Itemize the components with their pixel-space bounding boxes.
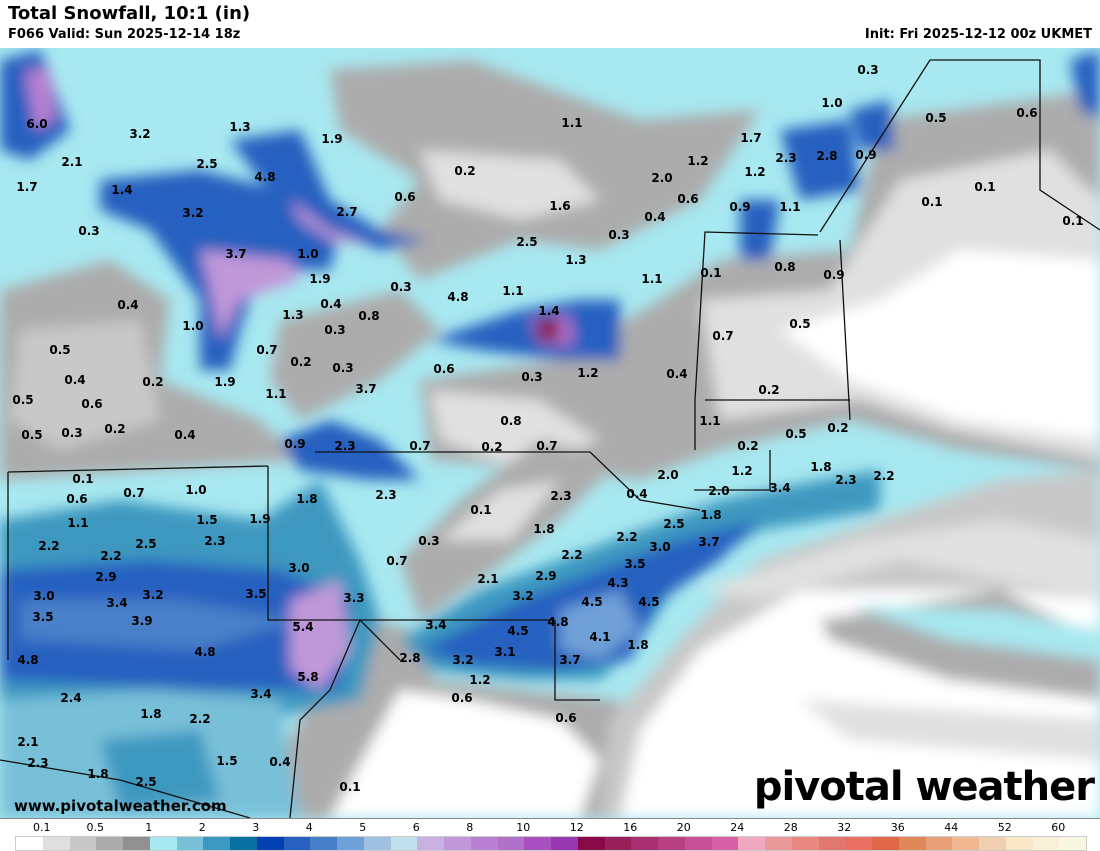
legend-tick-label: 4 [305, 821, 313, 834]
legend-swatch [711, 837, 739, 850]
pivotal-weather-logo: pivotal weather [753, 764, 1095, 810]
legend-swatch [524, 837, 551, 850]
legend-tick-label: 32 [837, 821, 852, 834]
legend-swatch [417, 837, 444, 850]
legend-swatch [551, 837, 578, 850]
legend-swatch [497, 837, 525, 850]
legend-tick-label: 44 [944, 821, 959, 834]
legend-swatch [96, 837, 123, 850]
legend-swatch [149, 837, 177, 850]
legend-tick-label: 0.1 [33, 821, 51, 834]
legend-swatch [872, 837, 899, 850]
legend-swatch [577, 837, 605, 850]
legend-swatch [283, 837, 311, 850]
legend-tick-label: 10 [516, 821, 531, 834]
legend-tick-label: 24 [730, 821, 745, 834]
legend-swatch [1059, 837, 1086, 850]
legend-swatch [1032, 837, 1060, 850]
legend-swatch [444, 837, 471, 850]
legend-swatch [69, 837, 97, 850]
legend-swatch [123, 837, 150, 850]
map-header: Total Snowfall, 10:1 (in) F066 Valid: Su… [0, 0, 1100, 48]
legend-swatches [15, 836, 1087, 851]
legend-tick-label: 60 [1051, 821, 1066, 834]
snowfall-field [0, 48, 1100, 818]
legend-swatch [176, 837, 204, 850]
legend-swatch [738, 837, 765, 850]
legend-tick-label: 28 [783, 821, 798, 834]
legend-swatch [1005, 837, 1033, 850]
legend-tick-label: 5 [359, 821, 367, 834]
legend-tick-label: 52 [997, 821, 1012, 834]
legend-tick-label: 12 [569, 821, 584, 834]
snowfall-map [0, 48, 1100, 818]
legend-tick-label: 36 [890, 821, 905, 834]
legend-tick-label: 8 [466, 821, 474, 834]
legend-swatch [818, 837, 846, 850]
legend-swatch [765, 837, 792, 850]
legend-swatch [390, 837, 418, 850]
legend-swatch [470, 837, 498, 850]
init-time: Init: Fri 2025-12-12 00z UKMET [864, 27, 1092, 42]
color-legend: 0.1 0.5 1 2 3 4 5 6 8 10 12 16 20 24 28 32 36 44 52 60 [0, 818, 1100, 851]
legend-swatch [42, 837, 70, 850]
legend-swatch [256, 837, 284, 850]
legend-swatch [658, 837, 685, 850]
legend-swatch [203, 837, 230, 850]
legend-swatch [310, 837, 337, 850]
legend-swatch [604, 837, 632, 850]
legend-swatch [16, 837, 43, 850]
legend-swatch [952, 837, 979, 850]
legend-swatch [979, 837, 1006, 850]
legend-tick-label: 6 [412, 821, 420, 834]
legend-tick-label: 3 [252, 821, 260, 834]
map-title: Total Snowfall, 10:1 (in) [8, 3, 251, 24]
legend-swatch [337, 837, 364, 850]
legend-tick-label: 1 [145, 821, 153, 834]
legend-swatch [363, 837, 391, 850]
legend-tick-label: 2 [198, 821, 206, 834]
legend-swatch [230, 837, 257, 850]
legend-tick-label: 20 [676, 821, 691, 834]
legend-tick-label: 0.5 [86, 821, 105, 834]
watermark-url: www.pivotalweather.com [14, 797, 227, 815]
legend-swatch [925, 837, 953, 850]
valid-time: F066 Valid: Sun 2025-12-14 18z [8, 27, 241, 42]
legend-swatch [898, 837, 926, 850]
legend-swatch [684, 837, 712, 850]
legend-swatch [631, 837, 658, 850]
legend-tick-label: 16 [623, 821, 638, 834]
legend-swatch [791, 837, 819, 850]
legend-swatch [845, 837, 872, 850]
